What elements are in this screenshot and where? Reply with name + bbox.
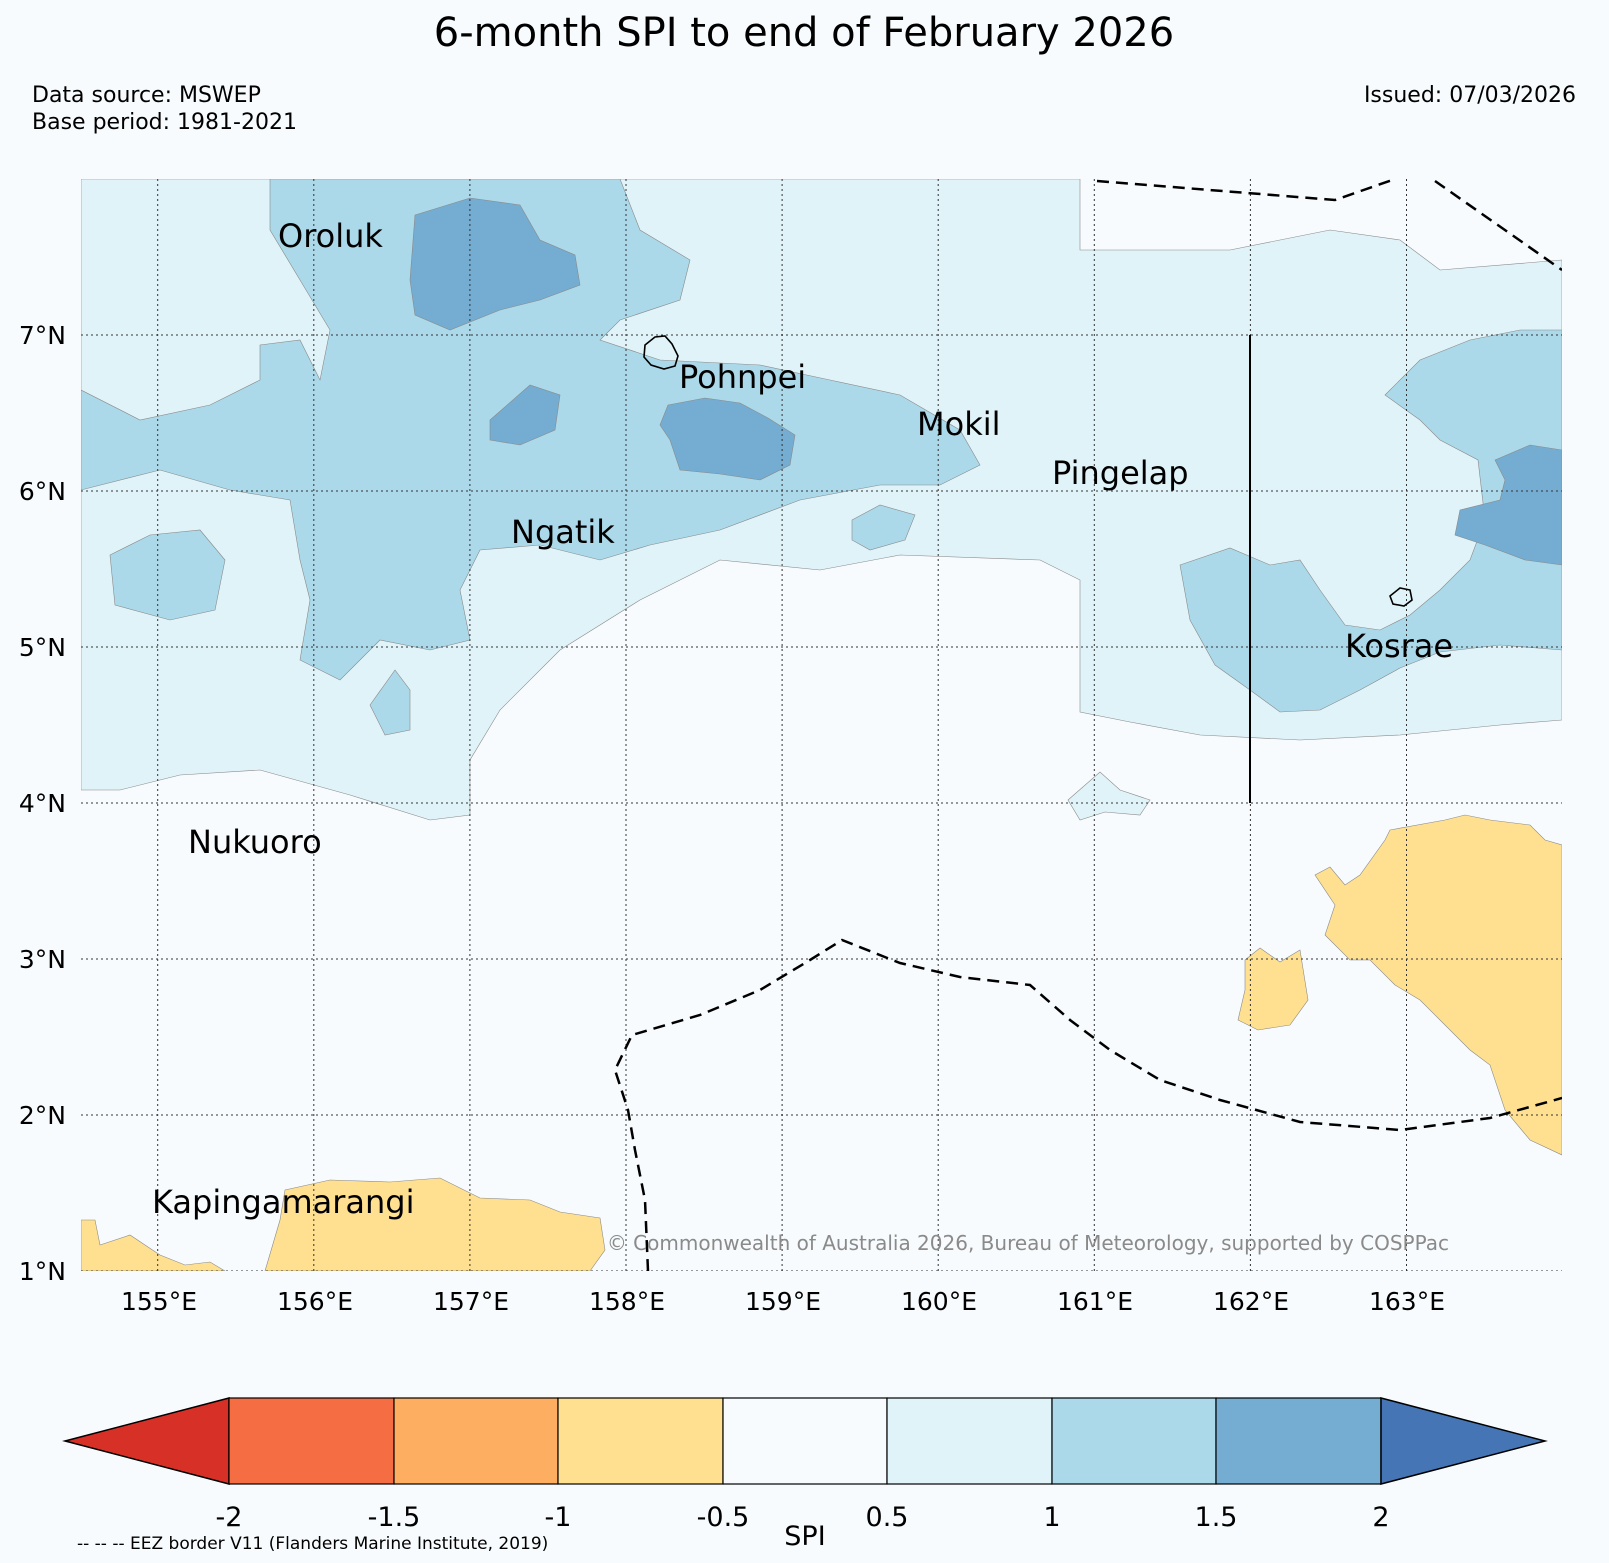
lat-label-4n: 4°N bbox=[19, 789, 66, 818]
spi-region-0-5-to-1 bbox=[1067, 771, 1151, 821]
eez-border bbox=[613, 179, 1562, 1271]
lon-label-155e: 155°E bbox=[121, 1287, 197, 1316]
colorbar-tick-minus-0-5: -0.5 bbox=[697, 1502, 750, 1533]
map-panel bbox=[81, 179, 1562, 1271]
spi-region-1-to-1-5 bbox=[851, 504, 916, 551]
place-label-kosrae: Kosrae bbox=[1345, 627, 1453, 665]
place-label-mokil: Mokil bbox=[917, 405, 1001, 443]
colorbar-tick-2: 2 bbox=[1372, 1502, 1389, 1533]
colorbar-segment-1-5-to-2 bbox=[1215, 1397, 1382, 1485]
issued-date-label: Issued: 07/03/2026 bbox=[1364, 83, 1576, 108]
pohnpei-island-outline bbox=[643, 335, 679, 370]
colorbar-segment-0-5-to-1 bbox=[886, 1397, 1053, 1485]
lon-label-159e: 159°E bbox=[745, 1287, 821, 1316]
spi-region-1-to-1-5 bbox=[109, 529, 226, 621]
colorbar-label: SPI bbox=[784, 1521, 825, 1552]
spi-region-1-5-to-2 bbox=[409, 197, 581, 331]
place-label-oroluk: Oroluk bbox=[278, 217, 383, 255]
spi-region-1-5-to-2 bbox=[1454, 444, 1562, 566]
colorbar-segment-1-to-1-5 bbox=[1051, 1397, 1217, 1485]
colorbar-tick-1-5: 1.5 bbox=[1195, 1502, 1238, 1533]
place-label-kapingamarangi: Kapingamarangi bbox=[152, 1183, 414, 1221]
colorbar-tick-0-5: 0.5 bbox=[866, 1502, 909, 1533]
lon-label-163e: 163°E bbox=[1369, 1287, 1445, 1316]
spi-region-1-5-to-2 bbox=[489, 384, 561, 446]
lat-label-1n: 1°N bbox=[19, 1257, 66, 1286]
place-label-ngatik: Ngatik bbox=[511, 513, 615, 551]
lon-label-156e: 156°E bbox=[277, 1287, 353, 1316]
place-label-pingelap: Pingelap bbox=[1052, 454, 1189, 492]
place-label-pohnpei: Pohnpei bbox=[679, 358, 806, 396]
base-period-label: Base period: 1981-2021 bbox=[32, 110, 297, 135]
lon-label-162e: 162°E bbox=[1213, 1287, 1289, 1316]
colorbar-extend-high bbox=[1380, 1397, 1548, 1485]
lat-label-7n: 7°N bbox=[19, 321, 66, 350]
colorbar-tick-minus-2: -2 bbox=[216, 1502, 243, 1533]
spi-region-minus-1-to-minus-0-5 bbox=[1237, 947, 1309, 1031]
colorbar-segment-minus-1-5-to-minus-1 bbox=[393, 1397, 559, 1485]
colorbar-segment-minus-1-to-minus-0-5 bbox=[557, 1397, 724, 1485]
lon-label-161e: 161°E bbox=[1057, 1287, 1133, 1316]
kosrae-island-outline bbox=[1389, 587, 1413, 607]
lat-label-5n: 5°N bbox=[19, 633, 66, 662]
spi-region-1-to-1-5 bbox=[1179, 329, 1562, 713]
spi-region-1-5-to-2 bbox=[659, 397, 796, 481]
colorbar-segment-minus-0-5-to-0-5 bbox=[722, 1397, 888, 1485]
place-labels: Oroluk Pohnpei Mokil Pingelap Ngatik Nuk… bbox=[152, 217, 1453, 1221]
eez-border-note: -- -- -- EEZ border V11 (Flanders Marine… bbox=[77, 1534, 548, 1554]
lon-label-160e: 160°E bbox=[901, 1287, 977, 1316]
lat-label-6n: 6°N bbox=[19, 477, 66, 506]
colorbar: -2 -1.5 -1 -0.5 0.5 1 1.5 2 SPI bbox=[62, 1397, 1548, 1552]
lat-label-2n: 2°N bbox=[19, 1101, 66, 1130]
map-title: 6-month SPI to end of February 2026 bbox=[434, 10, 1174, 56]
data-source-label: Data source: MSWEP bbox=[32, 83, 261, 108]
longitude-labels: 155°E 156°E 157°E 158°E 159°E 160°E 161°… bbox=[121, 1287, 1445, 1316]
colorbar-segment-minus-2-to-minus-1-5 bbox=[228, 1397, 395, 1485]
lat-label-3n: 3°N bbox=[19, 945, 66, 974]
colorbar-tick-1: 1 bbox=[1043, 1502, 1060, 1533]
colorbar-tick-minus-1: -1 bbox=[545, 1502, 572, 1533]
copyright-credit: © Commonwealth of Australia 2026, Bureau… bbox=[607, 1231, 1449, 1255]
lon-label-157e: 157°E bbox=[433, 1287, 509, 1316]
colorbar-tick-minus-1-5: -1.5 bbox=[368, 1502, 421, 1533]
lon-label-158e: 158°E bbox=[589, 1287, 665, 1316]
latitude-labels: 7°N 6°N 5°N 4°N 3°N 2°N 1°N bbox=[19, 321, 66, 1286]
spi-region-minus-1-to-minus-0-5 bbox=[264, 1177, 606, 1271]
colorbar-extend-low bbox=[62, 1397, 230, 1485]
place-label-nukuoro: Nukuoro bbox=[188, 823, 322, 861]
spi-region-1-to-1-5 bbox=[369, 669, 411, 736]
spi-region-minus-1-to-minus-0-5 bbox=[1314, 814, 1562, 1156]
spi-region-minus-1-to-minus-0-5 bbox=[81, 1219, 226, 1271]
